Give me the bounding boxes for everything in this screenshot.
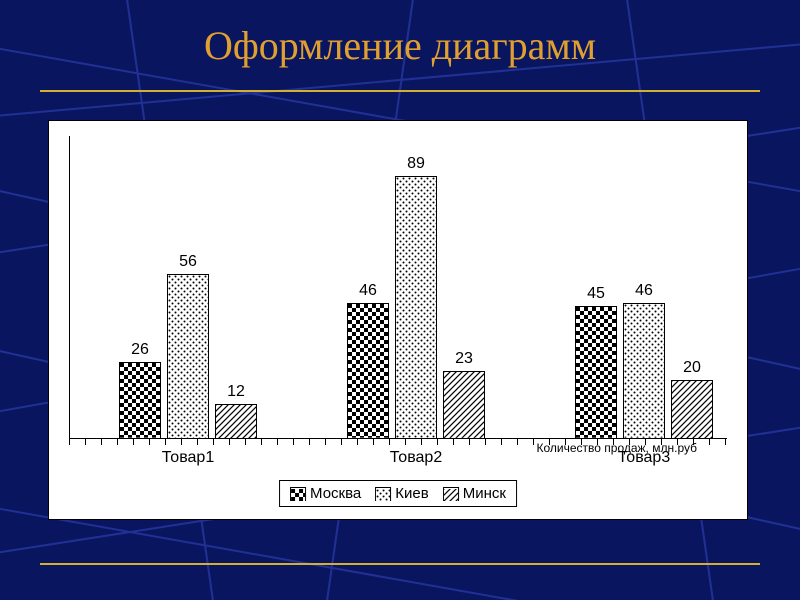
footer-line xyxy=(40,563,760,565)
legend-swatch-dots xyxy=(375,487,391,501)
group-label: Товар3 xyxy=(618,449,670,467)
slide: Оформление диаграмм xyxy=(0,0,800,600)
axis-tick xyxy=(389,439,390,445)
axis-tick xyxy=(357,439,358,445)
legend-label: Минск xyxy=(463,485,506,502)
legend-label: Киев xyxy=(395,485,428,502)
axis-tick xyxy=(645,439,646,445)
axis-tick xyxy=(565,439,566,445)
chart-legend: Москва Киев Минск xyxy=(279,480,517,507)
bar-value-label: 46 xyxy=(635,282,653,300)
axis-tick xyxy=(309,439,310,445)
bar: 89 xyxy=(395,176,437,439)
axis-tick xyxy=(725,439,726,445)
axis-tick xyxy=(117,439,118,445)
axis-tick xyxy=(277,439,278,445)
bar-value-label: 23 xyxy=(455,350,473,368)
bar-value-label: 12 xyxy=(227,383,245,401)
bar: 56 xyxy=(167,274,209,439)
axis-tick xyxy=(69,439,70,445)
bar-value-label: 45 xyxy=(587,285,605,303)
axis-tick xyxy=(181,439,182,445)
bar: 45 xyxy=(575,306,617,439)
legend-item-kiev: Киев xyxy=(375,485,428,502)
axis-tick xyxy=(533,439,534,445)
axis-tick xyxy=(149,439,150,445)
bar-value-label: 20 xyxy=(683,359,701,377)
axis-tick xyxy=(405,439,406,445)
bar: 12 xyxy=(215,404,257,439)
axis-tick xyxy=(677,439,678,445)
axis-tick xyxy=(517,439,518,445)
bar: 46 xyxy=(623,303,665,439)
bar: 26 xyxy=(119,362,161,439)
axis-tick xyxy=(453,439,454,445)
axis-tick xyxy=(693,439,694,445)
axis-tick xyxy=(661,439,662,445)
axis-tick xyxy=(469,439,470,445)
axis-tick xyxy=(293,439,294,445)
bar-value-label: 46 xyxy=(359,282,377,300)
axis-tick xyxy=(133,439,134,445)
axis-tick xyxy=(629,439,630,445)
axis-tick xyxy=(245,439,246,445)
bar-value-label: 26 xyxy=(131,341,149,359)
legend-swatch-checker xyxy=(290,487,306,501)
bar: 20 xyxy=(671,380,713,439)
x-axis-label: Количество продаж, млн.руб xyxy=(537,441,698,455)
axis-tick xyxy=(101,439,102,445)
axis-tick xyxy=(341,439,342,445)
legend-item-moscow: Москва xyxy=(290,485,361,502)
bar-value-label: 89 xyxy=(407,155,425,173)
axis-tick xyxy=(373,439,374,445)
axis-tick xyxy=(485,439,486,445)
axis-tick xyxy=(325,439,326,445)
axis-tick xyxy=(261,439,262,445)
group-label: Товар1 xyxy=(162,449,214,467)
axis-tick xyxy=(549,439,550,445)
axis-tick xyxy=(229,439,230,445)
group-label: Товар2 xyxy=(390,449,442,467)
slide-title: Оформление диаграмм xyxy=(0,22,800,69)
axis-tick xyxy=(437,439,438,445)
chart-container: Количество продаж, млн.руб Товар1 Товар2 Т… xyxy=(48,120,748,520)
bar: 46 xyxy=(347,303,389,439)
bar-value-label: 56 xyxy=(179,253,197,271)
axis-tick xyxy=(421,439,422,445)
legend-swatch-diag xyxy=(443,487,459,501)
axis-tick xyxy=(597,439,598,445)
axis-tick xyxy=(709,439,710,445)
axis-tick xyxy=(213,439,214,445)
title-underline xyxy=(40,90,760,92)
axis-tick xyxy=(613,439,614,445)
axis-tick xyxy=(581,439,582,445)
legend-item-minsk: Минск xyxy=(443,485,506,502)
legend-label: Москва xyxy=(310,485,361,502)
axis-tick xyxy=(165,439,166,445)
axis-tick xyxy=(85,439,86,445)
chart-plot-area: Количество продаж, млн.руб Товар1Товар2Т… xyxy=(69,146,727,439)
bar: 23 xyxy=(443,371,485,439)
axis-tick xyxy=(197,439,198,445)
y-axis xyxy=(69,136,70,439)
axis-tick xyxy=(501,439,502,445)
